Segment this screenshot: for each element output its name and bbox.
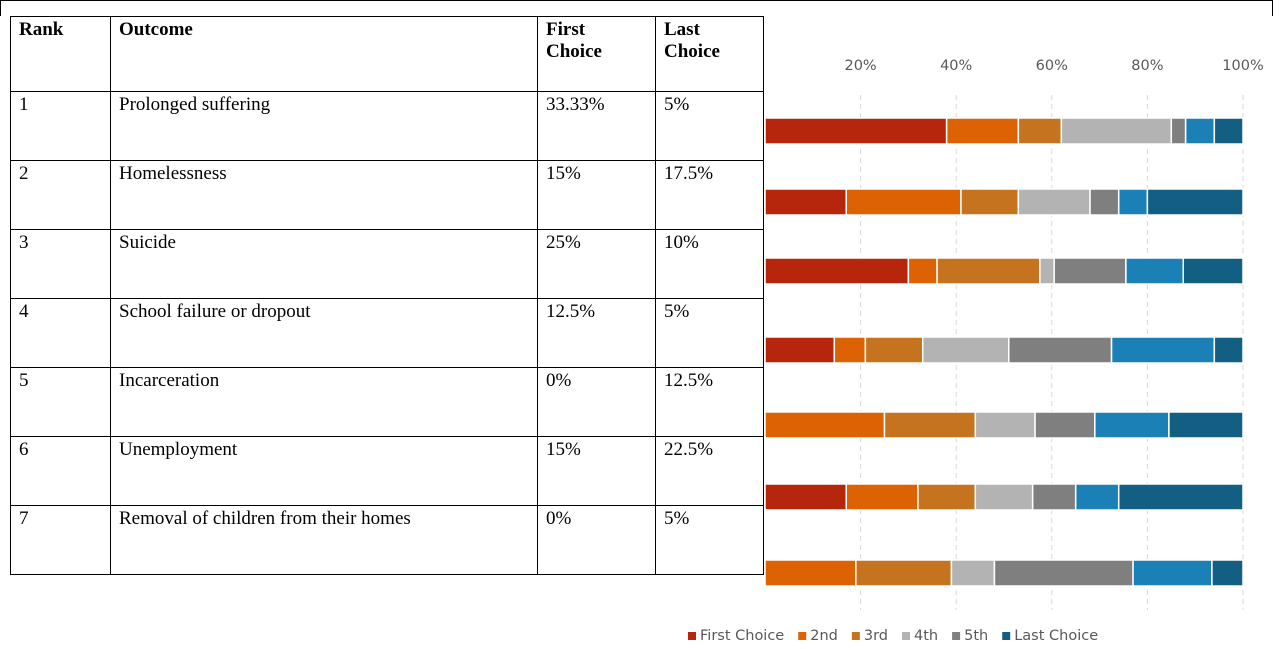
bar-segment [1031, 483, 1077, 511]
bar-segment [950, 559, 996, 587]
legend-label: 3rd [864, 628, 888, 644]
bar-segment [1008, 336, 1113, 364]
table-row: 5 Incarceration 0% 12.5% [10, 367, 764, 437]
legend-swatch [1002, 632, 1011, 640]
legend-label: 4th [914, 628, 938, 644]
table-cell: 33.33% [537, 91, 656, 161]
header-row: Rank Outcome First Choice Last Choice [10, 16, 764, 92]
bar-segment [960, 188, 1020, 216]
table-cell: 5% [655, 91, 764, 161]
table-cell: 5% [655, 298, 764, 368]
legend-swatch [851, 632, 860, 640]
bar-segment [1110, 336, 1216, 364]
table-row: 2 Homelessness 15% 17.5% [10, 160, 764, 230]
legend-swatch [952, 632, 961, 640]
table-row: 4 School failure or dropout 12.5% 5% [10, 298, 764, 368]
bar-segment [883, 411, 977, 439]
bar-segment [1017, 117, 1063, 145]
table-cell: 2 [10, 160, 111, 230]
bar-segment [833, 336, 867, 364]
table-cell: 22.5% [655, 436, 764, 506]
header-cell: Last Choice [655, 16, 764, 92]
header-cell: Outcome [110, 16, 538, 92]
bar-segment [1117, 483, 1244, 511]
bar-segment [764, 483, 848, 511]
table-row: 7 Removal of children from their homes 0% 5… [10, 505, 764, 575]
bar-segment [1213, 336, 1244, 364]
x-tick-label: 100% [1222, 58, 1263, 74]
table-cell: 17.5% [655, 160, 764, 230]
bar-segment [1170, 117, 1187, 145]
bar-segment [917, 483, 977, 511]
bar-segment [1039, 257, 1055, 285]
bar-segment [921, 336, 1010, 364]
table-cell: 5% [655, 505, 764, 575]
bar-segment [974, 411, 1036, 439]
table-cell: Homelessness [110, 160, 538, 230]
outcome-table: Rank Outcome First Choice Last Choice 1 Prolo… [10, 16, 764, 575]
table-cell: 15% [537, 160, 656, 230]
legend-label: 2nd [810, 628, 838, 644]
table-cell: Prolonged suffering [110, 91, 538, 161]
bar-segment [764, 188, 848, 216]
bar-segment [764, 411, 886, 439]
legend-swatch [798, 632, 807, 640]
bar-segment [764, 336, 836, 364]
bar-segment [1168, 411, 1244, 439]
table-cell: 10% [655, 229, 764, 299]
x-tick-label: 80% [1131, 58, 1163, 74]
bar-segment [855, 559, 953, 587]
bar-segment [945, 117, 1020, 145]
bar-segment [936, 257, 1041, 285]
bar-segment [1182, 257, 1244, 285]
table-cell: 7 [10, 505, 111, 575]
bar-segment [974, 483, 1034, 511]
bar-segment [764, 117, 948, 145]
legend-swatch [902, 632, 910, 640]
legend-swatch [688, 632, 696, 640]
legend-label: 5th [964, 628, 988, 644]
table-cell: 4 [10, 298, 111, 368]
frame [0, 0, 1273, 16]
bar-segment [845, 483, 919, 511]
table-cell: 12.5% [655, 367, 764, 437]
bar-segment [1125, 257, 1185, 285]
bar-segment [1184, 117, 1216, 145]
bar-segment [1117, 188, 1149, 216]
bar-segment [845, 188, 962, 216]
bar-segment [864, 336, 924, 364]
table-cell: Removal of children from their homes [110, 505, 538, 575]
x-tick-label: 40% [940, 58, 972, 74]
x-tick-label: 60% [1036, 58, 1068, 74]
header-cell: Rank [10, 16, 111, 92]
bar-segment [1017, 188, 1091, 216]
legend-label: Last Choice [1014, 628, 1098, 644]
bar-segment [1146, 188, 1244, 216]
bar-segment [1060, 117, 1173, 145]
bar-segment [1211, 559, 1244, 587]
bar-segment [1213, 117, 1244, 145]
table-row: 1 Prolonged suffering 33.33% 5% [10, 91, 764, 161]
bar-segment [1094, 411, 1170, 439]
table-cell: 12.5% [537, 298, 656, 368]
bar-segment [1074, 483, 1120, 511]
bar-segment [1089, 188, 1120, 216]
table-cell: Incarceration [110, 367, 538, 437]
x-tick-label: 20% [844, 58, 876, 74]
bar-segment [993, 559, 1134, 587]
bar-segment [1132, 559, 1213, 587]
bar-segment [1034, 411, 1096, 439]
legend-label: First Choice [700, 628, 784, 644]
bar-segment [907, 257, 938, 285]
table-cell: School failure or dropout [110, 298, 538, 368]
table-cell: 0% [537, 367, 656, 437]
table-cell: 25% [537, 229, 656, 299]
bar-segment [1053, 257, 1127, 285]
table-cell: Suicide [110, 229, 538, 299]
bar-segment [764, 257, 910, 285]
bar-segment [764, 559, 857, 587]
